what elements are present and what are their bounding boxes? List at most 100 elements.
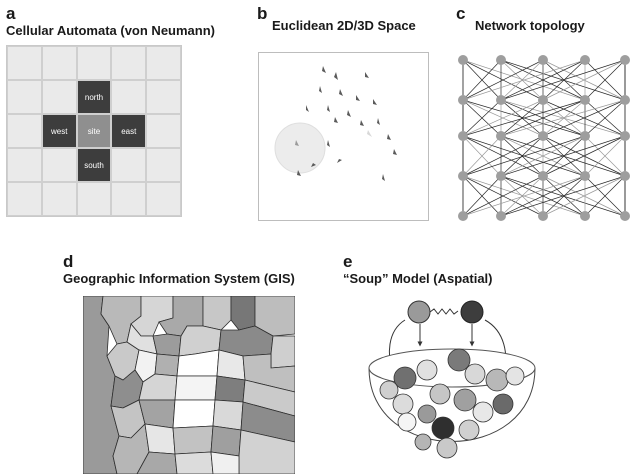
- network-edge: [500, 59, 626, 101]
- network-edge: [584, 135, 626, 177]
- soup-agents: [379, 348, 525, 459]
- grid-cell: [111, 148, 147, 182]
- agent-circle: [392, 393, 414, 415]
- map-region: [270, 335, 295, 369]
- network-node: [580, 171, 590, 181]
- network-edge: [462, 99, 586, 137]
- agent-arrow: [337, 159, 342, 163]
- grid-cell: [7, 46, 42, 80]
- grid-cell: [41, 46, 77, 80]
- network-edge: [500, 99, 544, 137]
- network-node: [458, 55, 468, 65]
- map-region: [174, 375, 218, 401]
- agent-arrow: [373, 99, 377, 105]
- agent-circle: [414, 433, 432, 451]
- agent-circle: [417, 404, 437, 424]
- agent-circle: [407, 300, 431, 324]
- network-edge: [462, 59, 586, 101]
- neighborhood-radius: [274, 122, 326, 174]
- agent-arrow: [306, 105, 309, 112]
- agent-arrow: [297, 170, 301, 176]
- panel-c-letter: c: [456, 4, 466, 23]
- grid-cell: [41, 148, 77, 182]
- grid-cell: [76, 182, 112, 216]
- agent-arrow: [339, 89, 343, 96]
- agent-arrow: [360, 120, 364, 126]
- network-edge: [462, 99, 502, 137]
- network-edge: [500, 135, 626, 177]
- agent-arrow: [347, 110, 351, 117]
- agent-circle: [397, 412, 417, 432]
- network-edge: [500, 99, 626, 137]
- network-edge: [542, 135, 626, 177]
- network-node: [538, 171, 548, 181]
- network-node: [496, 211, 506, 221]
- agent-arrow: [334, 72, 338, 80]
- grid-cell: [7, 148, 42, 182]
- grid-cell: [41, 182, 77, 216]
- neighbor-north-cell: north: [76, 80, 112, 114]
- map-region: [242, 379, 295, 417]
- network-node: [496, 171, 506, 181]
- agent-circle: [453, 388, 477, 412]
- agent-circle: [485, 368, 509, 392]
- agent-circle: [429, 383, 451, 405]
- network-node: [620, 95, 630, 105]
- network-node: [580, 95, 590, 105]
- network-edge: [462, 99, 544, 137]
- agent-circle: [460, 300, 484, 324]
- interaction-link: [429, 308, 459, 315]
- map-region: [210, 425, 242, 457]
- agent-arrow: [295, 140, 299, 146]
- network-node: [496, 95, 506, 105]
- agent-arrow: [319, 86, 322, 93]
- agent-circle: [431, 416, 455, 440]
- network-node: [496, 55, 506, 65]
- network-edge: [500, 175, 544, 217]
- gis-map: [83, 296, 295, 474]
- grid-cell: [111, 46, 147, 80]
- network-edge: [584, 175, 626, 217]
- site-cell: site: [76, 114, 112, 148]
- grid-cell: [41, 80, 77, 114]
- map-region: [254, 296, 295, 337]
- panel-d-title: Geographic Information System (GIS): [63, 271, 295, 286]
- map-region: [214, 375, 246, 403]
- grid-cell: [111, 80, 147, 114]
- agent-circle: [393, 366, 417, 390]
- map-region: [174, 451, 214, 474]
- panel-c-title: Network topology: [475, 18, 585, 33]
- network-edge: [500, 59, 586, 101]
- map-region: [152, 333, 182, 357]
- network-edge: [462, 175, 544, 217]
- grid-cell: [146, 114, 181, 148]
- network-node: [538, 95, 548, 105]
- agent-arrow: [322, 66, 326, 73]
- network-node: [620, 211, 630, 221]
- agent-arrow: [327, 105, 330, 112]
- agent-arrow: [393, 149, 397, 155]
- network-node: [458, 95, 468, 105]
- neighbor-east-cell: east: [111, 114, 147, 148]
- map-region: [210, 451, 240, 474]
- map-region: [240, 401, 295, 443]
- network-edge: [500, 175, 586, 217]
- map-region: [154, 353, 180, 377]
- agents: [295, 66, 397, 181]
- agent-arrow: [334, 117, 338, 123]
- network-edge: [500, 135, 586, 177]
- network-edge: [584, 99, 626, 137]
- grid-cell: [7, 114, 42, 148]
- network-node: [620, 171, 630, 181]
- agent-arrow: [311, 163, 316, 167]
- agent-circle: [458, 419, 480, 441]
- network-edges: [462, 59, 626, 217]
- panel-a-letter: a: [6, 4, 16, 23]
- panel-b-letter: b: [257, 4, 268, 23]
- network-node: [538, 131, 548, 141]
- network-edge: [462, 59, 544, 101]
- network-edge: [462, 59, 502, 101]
- network-edge: [542, 175, 626, 217]
- cellular-automata-grid: north west site east south: [6, 45, 182, 217]
- network-edge: [584, 59, 626, 101]
